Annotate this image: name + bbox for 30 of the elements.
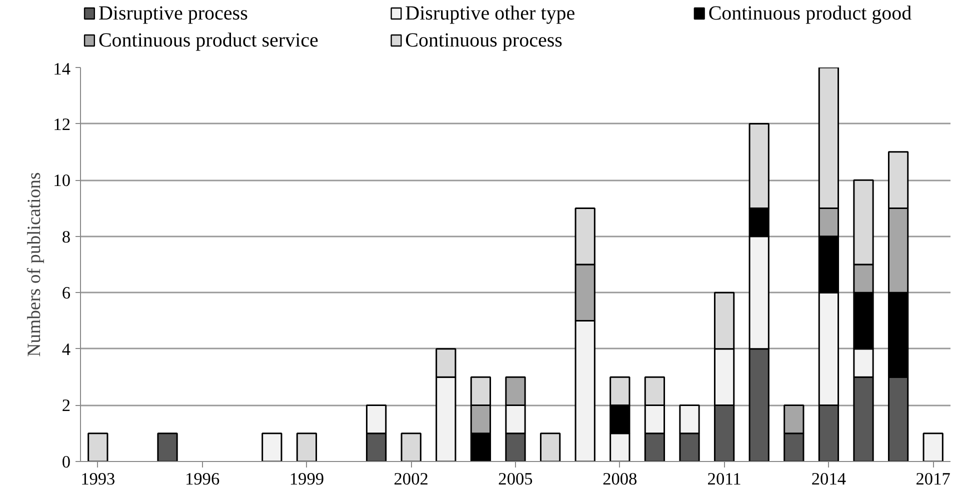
x-tick-label: 1993: [80, 470, 116, 488]
y-tick-label: 8: [62, 227, 71, 246]
y-tick-label: 10: [53, 171, 70, 190]
legend-label: Disruptive process: [98, 2, 248, 24]
legend-label: Continuous product good: [708, 2, 912, 24]
legend-label: Disruptive other type: [405, 2, 576, 24]
bar: [262, 432, 282, 462]
x-tick-label: 2011: [707, 470, 742, 488]
bar: [157, 432, 178, 462]
y-tick-label: 6: [62, 284, 71, 303]
x-tick-label: 2005: [498, 470, 533, 488]
bar: [922, 432, 944, 462]
x-tick-label: 2014: [811, 470, 846, 488]
y-tick-label: 2: [62, 396, 71, 416]
bar: [296, 432, 318, 462]
y-axis-title: Numbers of publications: [24, 172, 46, 357]
x-tick-label: 2017: [916, 470, 951, 488]
y-tick-label: 12: [53, 114, 70, 134]
y-tick-label: 4: [62, 340, 71, 359]
x-tick-label: 2002: [394, 470, 428, 488]
x-tick-label: 1999: [289, 470, 324, 488]
bar: [540, 432, 561, 462]
bar: [88, 432, 108, 462]
legend-label: Continuous product service: [98, 30, 319, 52]
y-tick-label: 14: [53, 60, 71, 78]
y-tick-label: 0: [62, 452, 71, 472]
x-tick-label: 2008: [602, 470, 638, 488]
x-tick-label: 1996: [184, 470, 220, 488]
legend-label: Continuous process: [405, 30, 563, 52]
bar: [400, 432, 422, 462]
